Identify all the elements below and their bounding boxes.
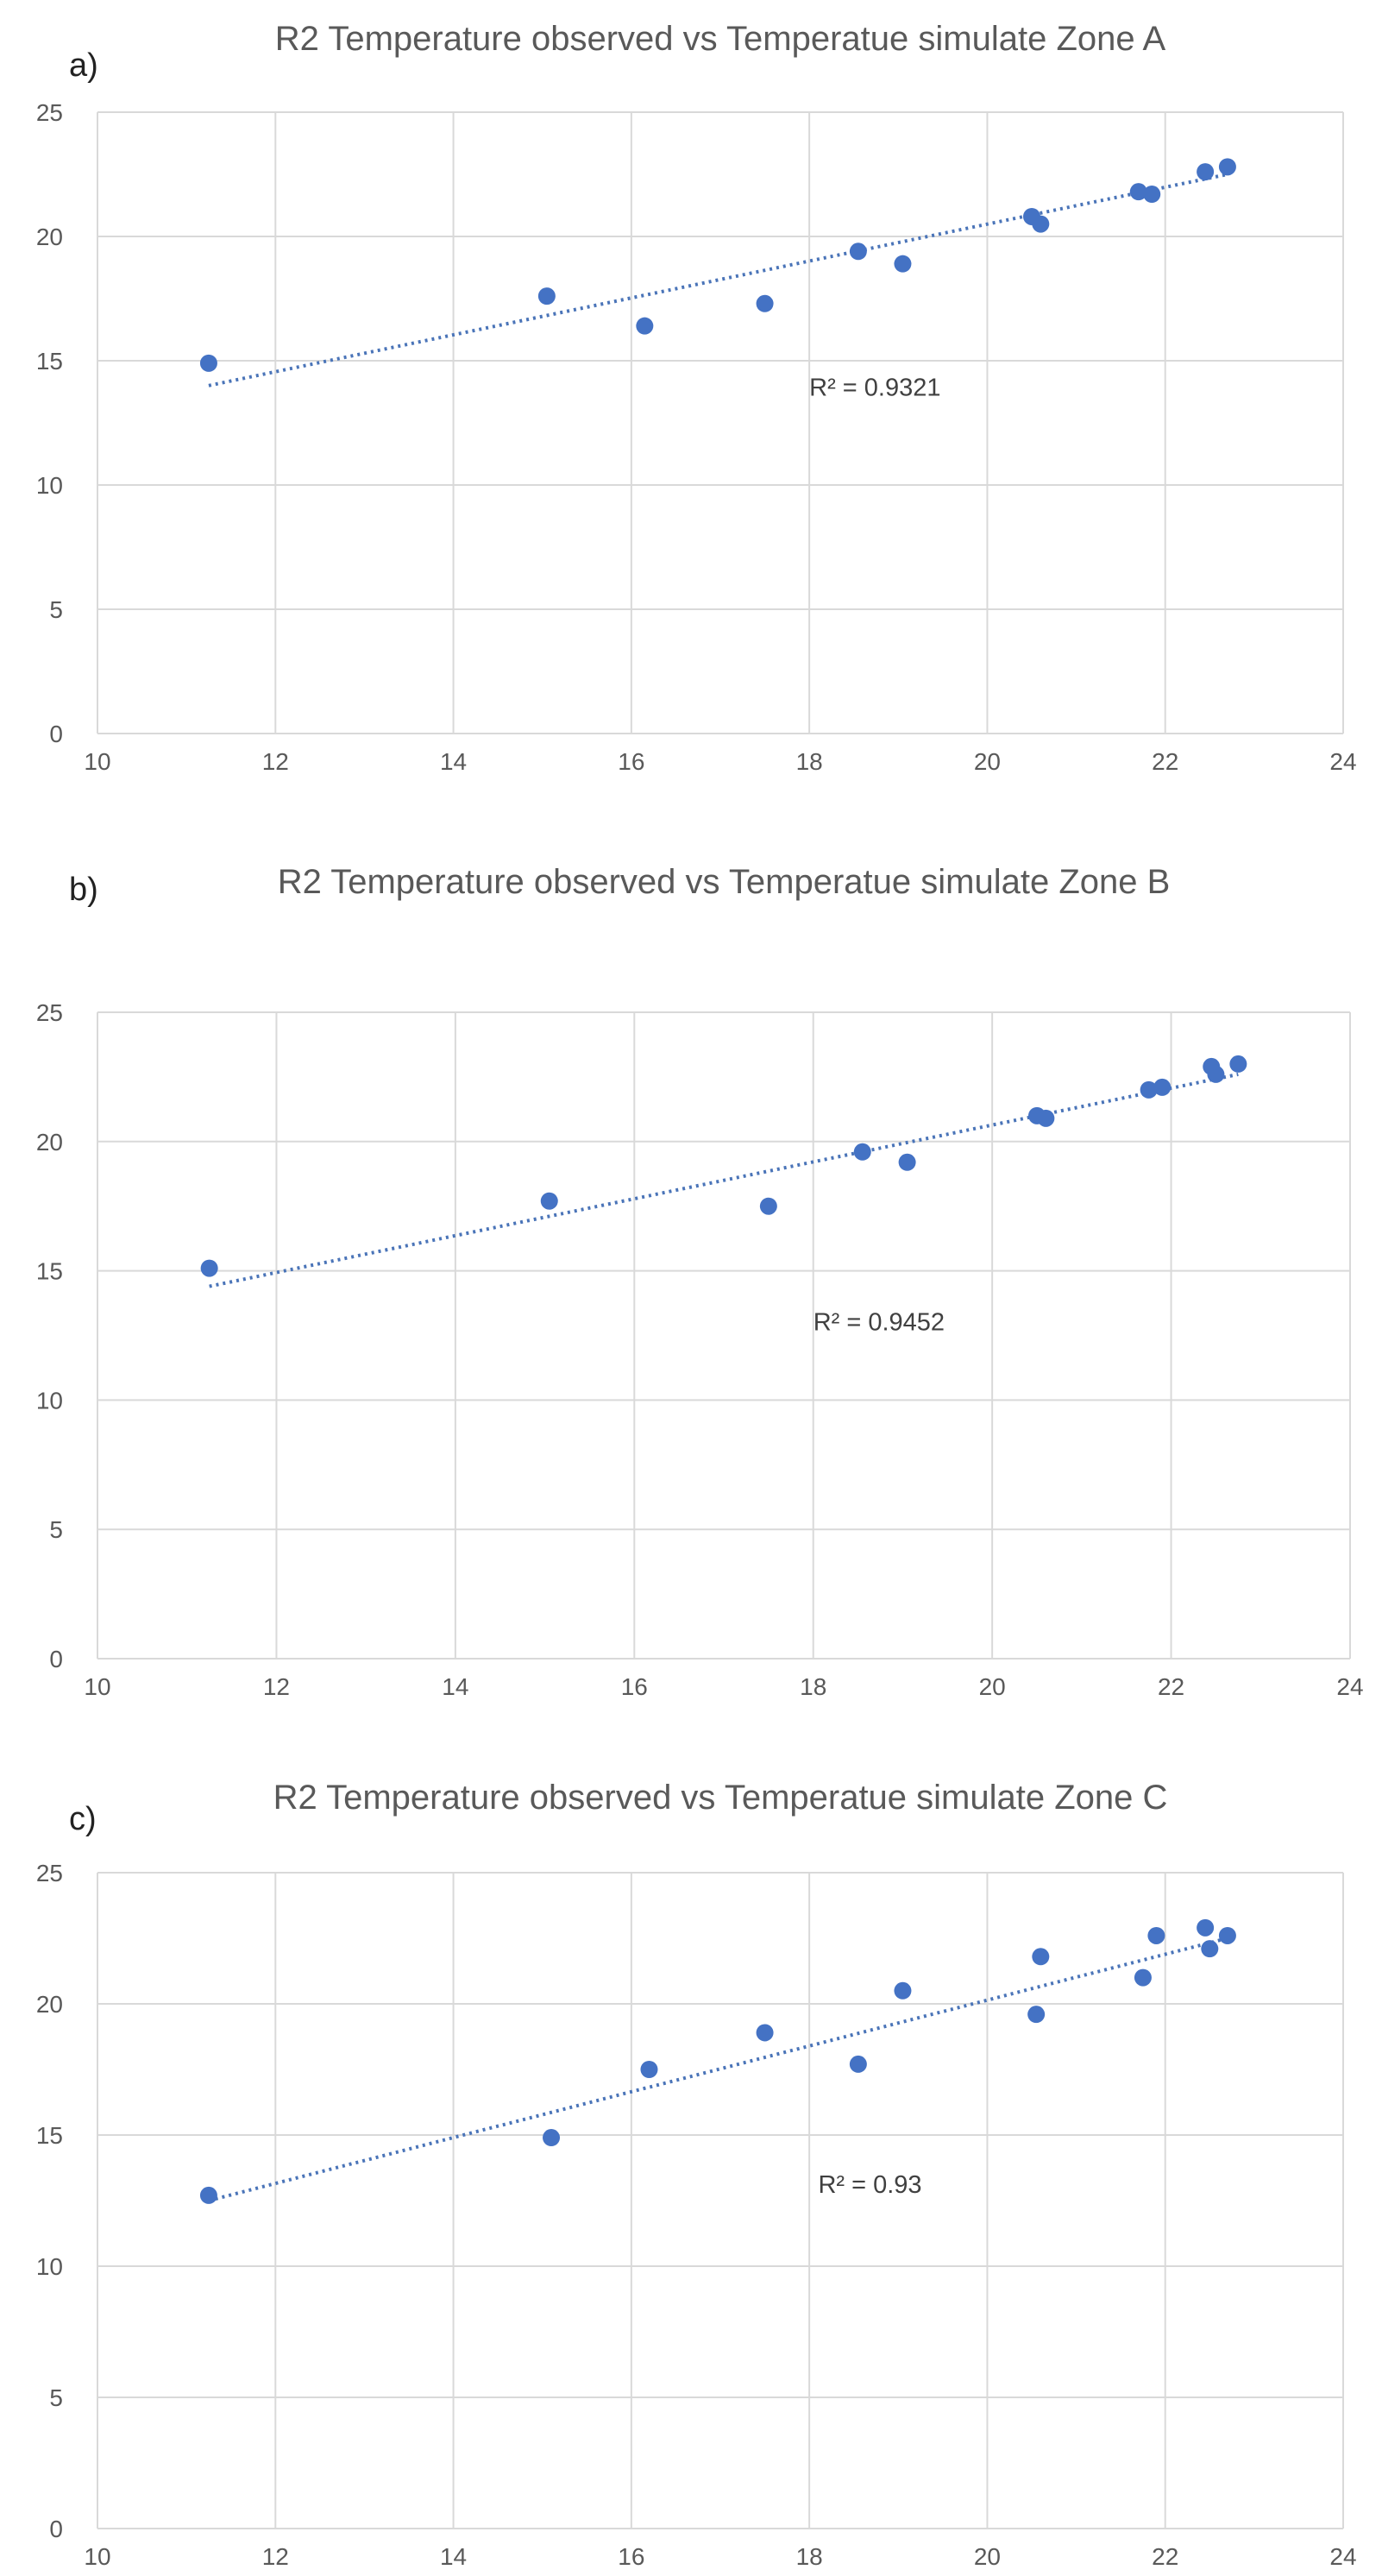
chart-panel: a) R2 Temperature observed vs Temperatue … xyxy=(36,20,1357,775)
data-point xyxy=(898,1153,916,1171)
x-tick-label: 16 xyxy=(618,748,644,775)
panel-letter: a) xyxy=(69,47,98,84)
x-tick-label: 16 xyxy=(621,1673,648,1700)
data-point xyxy=(1129,183,1147,201)
y-tick-label: 5 xyxy=(49,2384,63,2411)
x-tick-label: 20 xyxy=(974,748,1001,775)
x-tick-label: 22 xyxy=(1152,748,1178,775)
data-point xyxy=(1027,2006,1046,2024)
chart-title: R2 Temperature observed vs Temperatue si… xyxy=(278,863,1171,901)
data-point xyxy=(1153,1078,1172,1096)
x-tick-label: 14 xyxy=(440,2543,467,2570)
x-tick-label: 14 xyxy=(442,1673,468,1700)
y-tick-label: 15 xyxy=(36,2122,63,2149)
x-tick-label: 12 xyxy=(262,2543,289,2570)
trendline xyxy=(208,173,1228,387)
data-point xyxy=(640,2061,658,2078)
chart-title: R2 Temperature observed vs Temperatue si… xyxy=(275,20,1166,58)
data-point xyxy=(537,287,556,305)
data-point xyxy=(756,294,774,312)
data-point xyxy=(543,2129,561,2147)
r2-label: R² = 0.93 xyxy=(818,2171,921,2199)
y-tick-label: 20 xyxy=(36,224,63,250)
data-point xyxy=(199,354,217,372)
x-tick-label: 20 xyxy=(974,2543,1001,2570)
r2-label: R² = 0.9321 xyxy=(809,374,940,401)
y-tick-label: 10 xyxy=(36,1387,63,1414)
y-tick-label: 0 xyxy=(49,2516,63,2542)
data-point xyxy=(894,1981,912,2000)
x-tick-label: 24 xyxy=(1329,748,1356,775)
x-tick-label: 24 xyxy=(1329,2543,1356,2570)
data-point xyxy=(636,317,654,335)
x-tick-label: 20 xyxy=(979,1673,1006,1700)
y-tick-label: 20 xyxy=(36,1991,63,2018)
y-tick-label: 5 xyxy=(49,596,63,623)
x-tick-label: 12 xyxy=(263,1673,290,1700)
x-tick-label: 16 xyxy=(618,2543,644,2570)
panel-letter: c) xyxy=(69,1801,97,1837)
y-tick-label: 25 xyxy=(36,99,63,126)
chart-panel: b) R2 Temperature observed vs Temperatue … xyxy=(36,863,1364,1700)
x-tick-label: 10 xyxy=(84,2543,110,2570)
chart-title: R2 Temperature observed vs Temperatue si… xyxy=(273,1779,1168,1817)
y-tick-label: 10 xyxy=(36,2253,63,2280)
y-tick-label: 25 xyxy=(36,999,63,1026)
x-tick-label: 10 xyxy=(84,748,110,775)
data-point xyxy=(1032,215,1050,233)
data-point xyxy=(1032,1948,1050,1966)
y-tick-label: 10 xyxy=(36,472,63,499)
y-tick-label: 5 xyxy=(49,1516,63,1543)
data-point xyxy=(759,1197,777,1215)
x-tick-label: 24 xyxy=(1336,1673,1363,1700)
data-point xyxy=(540,1192,558,1210)
x-tick-label: 18 xyxy=(796,2543,823,2570)
panel-letter: b) xyxy=(69,872,98,908)
data-point xyxy=(1207,1065,1225,1083)
y-tick-label: 0 xyxy=(49,721,63,747)
data-point xyxy=(1143,186,1161,204)
data-point xyxy=(849,2055,867,2073)
data-point xyxy=(1229,1055,1247,1073)
x-tick-label: 18 xyxy=(800,1673,826,1700)
data-point xyxy=(849,242,867,261)
data-point xyxy=(1218,158,1236,176)
data-point xyxy=(1134,1968,1152,1987)
y-tick-label: 0 xyxy=(49,1646,63,1672)
x-tick-label: 12 xyxy=(262,748,289,775)
data-point xyxy=(1218,1926,1236,1944)
x-tick-label: 22 xyxy=(1152,2543,1178,2570)
data-point xyxy=(894,255,912,273)
r2-label: R² = 0.9452 xyxy=(813,1309,945,1337)
y-tick-label: 25 xyxy=(36,1860,63,1886)
y-tick-label: 15 xyxy=(36,1258,63,1285)
x-tick-label: 10 xyxy=(84,1673,110,1700)
x-tick-label: 22 xyxy=(1158,1673,1184,1700)
data-point xyxy=(1147,1926,1165,1944)
data-point xyxy=(1197,1918,1215,1937)
y-tick-label: 15 xyxy=(36,348,63,375)
x-tick-label: 14 xyxy=(440,748,467,775)
data-point xyxy=(1201,1940,1219,1958)
y-tick-label: 20 xyxy=(36,1129,63,1156)
data-point xyxy=(1140,1080,1158,1099)
trendline xyxy=(208,1937,1228,2202)
trendline xyxy=(209,1072,1239,1288)
data-point xyxy=(756,2024,774,2042)
data-point xyxy=(200,1259,218,1277)
data-point xyxy=(1197,163,1215,181)
chart-panel: c) R2 Temperature observed vs Temperatue … xyxy=(36,1779,1357,2570)
data-point xyxy=(199,2186,217,2204)
x-tick-label: 18 xyxy=(796,748,823,775)
data-point xyxy=(1037,1109,1055,1127)
data-point xyxy=(853,1143,871,1161)
